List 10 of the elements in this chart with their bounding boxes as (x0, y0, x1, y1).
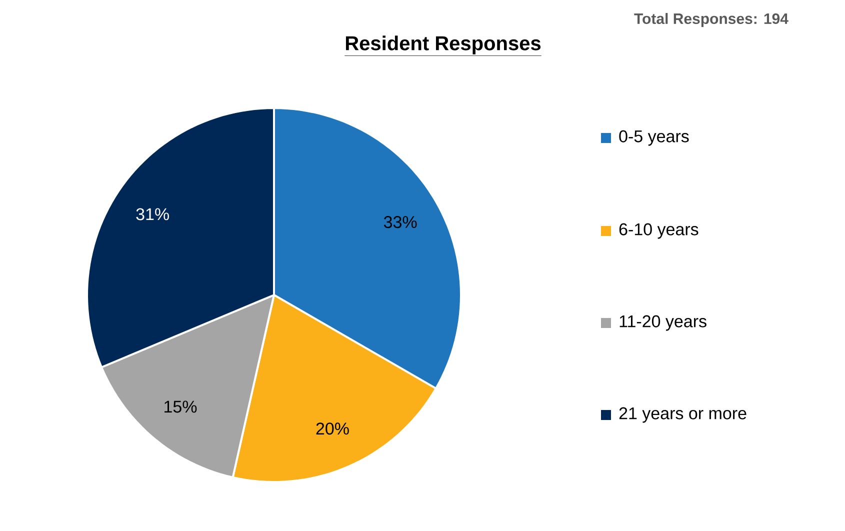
legend-label: 11-20 years (620, 315, 706, 331)
data-label: 31% (136, 208, 169, 220)
data-label: 15% (164, 400, 197, 413)
chart-title: Resident Responses (346, 36, 541, 54)
legend-label: 6-10 years (619, 223, 698, 239)
data-label: 33% (384, 216, 417, 228)
legend-label: 0-5 years (619, 130, 689, 146)
legend-label: 21 years or more (619, 407, 746, 423)
text: Total Responses: 194 (634, 13, 788, 27)
data-label: 20% (316, 422, 349, 435)
